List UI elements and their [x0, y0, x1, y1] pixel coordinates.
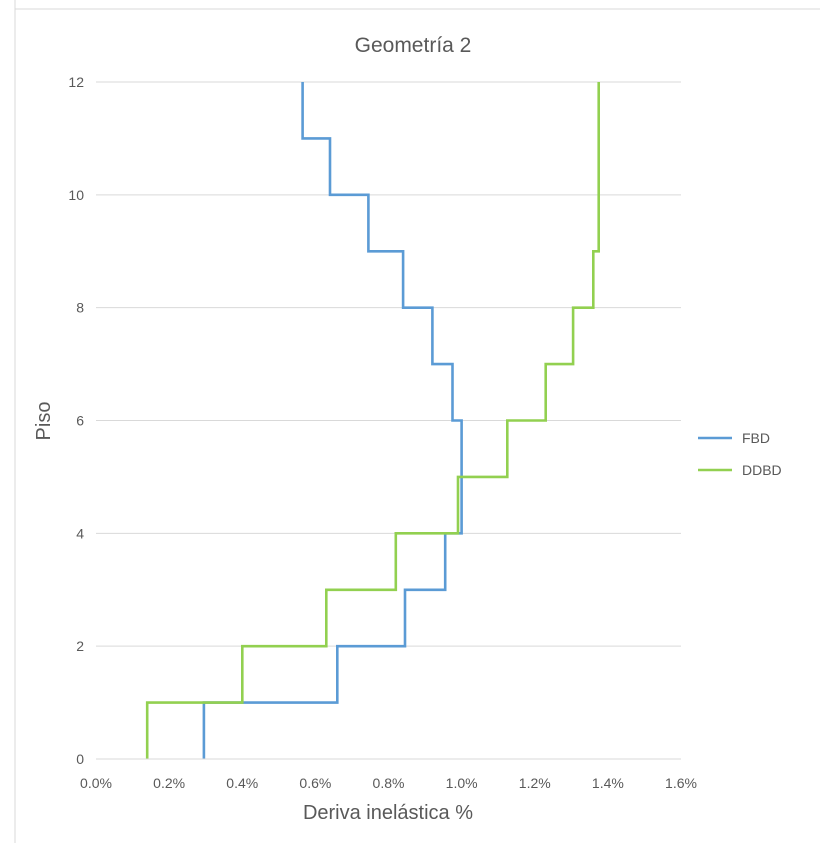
x-tick-label: 0.2% [153, 775, 185, 791]
x-tick-label: 1.4% [592, 775, 624, 791]
x-tick-label: 1.2% [519, 775, 551, 791]
y-tick-label: 2 [76, 638, 84, 654]
legend-label-ddbd: DDBD [742, 462, 782, 478]
chart-title: Geometría 2 [355, 34, 472, 57]
x-tick-label: 0.8% [373, 775, 405, 791]
y-tick-label: 4 [76, 525, 84, 541]
y-tick-label: 0 [76, 751, 84, 767]
y-tick-label: 8 [76, 300, 84, 316]
x-axis-title: Deriva inelástica % [303, 802, 473, 824]
y-axis-title: Piso [33, 402, 55, 441]
series-lines [145, 82, 601, 759]
legend: FBD DDBD [698, 430, 782, 478]
x-tick-label: 0.4% [226, 775, 258, 791]
y-tick-label: 12 [68, 74, 84, 90]
gridlines [96, 81, 681, 647]
tick-labels: 0 2 4 6 8 10 12 0.0% 0.2% 0.4% 0.6% 0.8% 1.0% 1.2% 1.4… [68, 74, 697, 791]
x-tick-label: 1.6% [665, 775, 697, 791]
series-line-ddbd [145, 82, 601, 759]
y-tick-label: 10 [68, 187, 84, 203]
series-line-fbd [202, 82, 463, 759]
y-tick-label: 6 [76, 413, 84, 429]
legend-label-fbd: FBD [742, 430, 770, 446]
x-tick-label: 0.6% [299, 775, 331, 791]
x-tick-label: 0.0% [80, 775, 112, 791]
x-tick-label: 1.0% [446, 775, 478, 791]
